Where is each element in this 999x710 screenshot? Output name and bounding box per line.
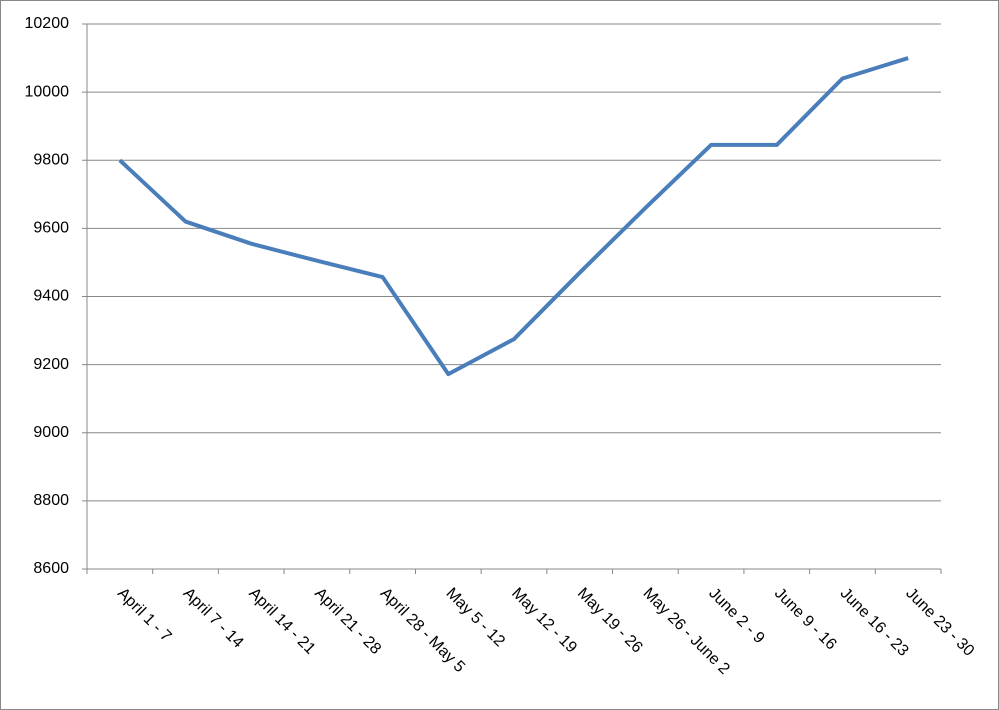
y-tick-label: 9800 [33,151,69,168]
y-tick-label: 10000 [25,83,70,100]
y-tick-label: 8600 [33,560,69,577]
y-tick-label: 9000 [33,424,69,441]
y-tick-label: 10200 [25,15,70,32]
y-tick-label: 9200 [33,356,69,373]
y-tick-label: 9600 [33,220,69,237]
line-series [118,56,909,377]
y-tick-label: 9400 [33,288,69,305]
y-tick-label: 8800 [33,492,69,509]
